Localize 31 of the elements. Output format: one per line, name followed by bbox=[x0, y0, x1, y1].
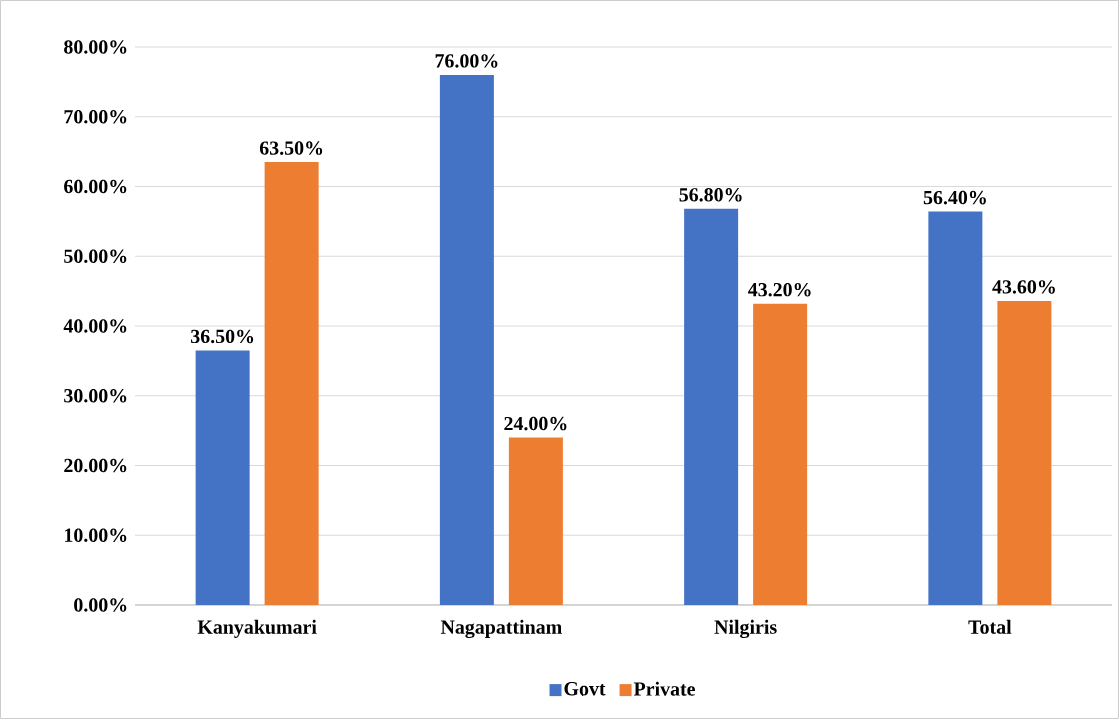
legend-label: Private bbox=[633, 681, 695, 696]
x-tick-label: Total bbox=[968, 619, 1012, 634]
data-label: 56.80% bbox=[679, 188, 742, 202]
bar bbox=[264, 162, 319, 605]
x-tick-label: Kanyakumari bbox=[197, 619, 317, 638]
data-label: 24.00% bbox=[504, 416, 567, 431]
y-tick-label: 30.00% bbox=[64, 388, 127, 403]
x-tick-label: Nagapattinam bbox=[440, 619, 562, 639]
data-label: 76.00% bbox=[435, 54, 498, 68]
legend-label: Govt bbox=[564, 682, 606, 696]
bar bbox=[928, 211, 983, 605]
y-tick-label: 80.00% bbox=[64, 40, 127, 54]
data-label: 43.60% bbox=[992, 280, 1055, 294]
bar bbox=[997, 300, 1052, 605]
bar bbox=[684, 208, 739, 605]
y-tick-label: 10.00% bbox=[65, 528, 127, 542]
y-tick-label: 60.00% bbox=[64, 179, 127, 194]
bar bbox=[753, 303, 808, 605]
bar bbox=[508, 437, 563, 605]
data-label: 43.20% bbox=[748, 282, 811, 297]
y-tick-label: 0.00% bbox=[74, 598, 127, 612]
y-tick-label: 50.00% bbox=[64, 249, 127, 263]
y-tick-label: 20.00% bbox=[64, 458, 127, 473]
data-label: 56.40% bbox=[923, 190, 986, 205]
data-label: 63.50% bbox=[259, 141, 323, 155]
data-label: 36.50% bbox=[191, 329, 254, 344]
x-tick-label: Nilgiris bbox=[714, 619, 777, 639]
y-tick-label: 40.00% bbox=[63, 319, 127, 333]
bar bbox=[439, 74, 494, 605]
y-tick-label: 70.00% bbox=[64, 109, 127, 124]
bar bbox=[195, 350, 250, 605]
